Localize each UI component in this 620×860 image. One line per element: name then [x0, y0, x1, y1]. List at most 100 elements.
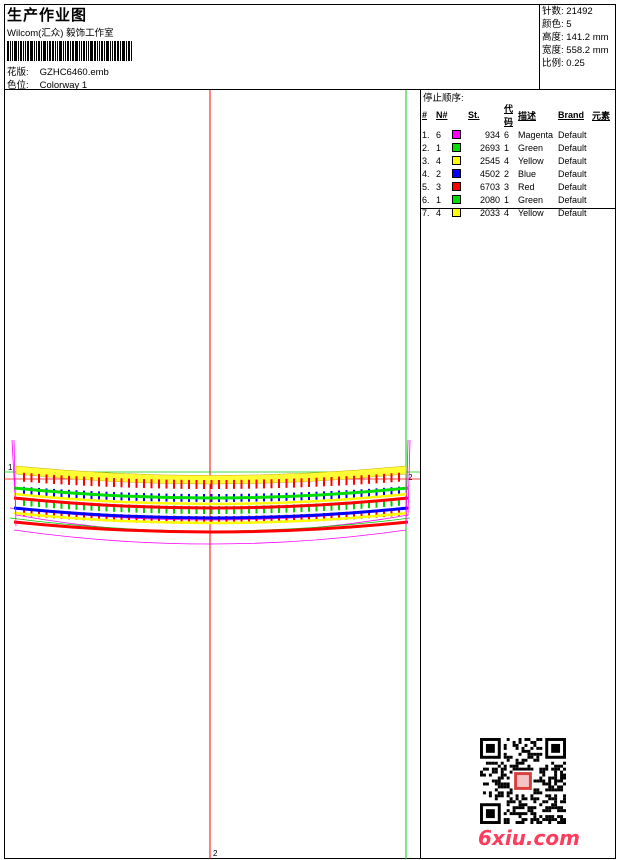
qr-module	[503, 812, 507, 816]
row-code: 1	[504, 142, 510, 153]
qr-module	[530, 818, 534, 822]
qr-module	[545, 764, 549, 768]
qr-module	[500, 794, 504, 798]
qr-module	[539, 746, 543, 750]
stop-sequence-panel: 停止顺序: # N# St. 代码 描述 Brand 元素 1. 6 934 6 Mag…	[420, 90, 616, 218]
qr-module	[548, 818, 552, 822]
row-element	[592, 180, 616, 193]
qr-module	[506, 794, 510, 798]
magenta-outline-bottom	[13, 529, 407, 545]
qr-module	[539, 791, 543, 795]
qr-module	[551, 788, 555, 792]
qr-module	[503, 752, 507, 756]
qr-module	[491, 761, 495, 765]
qr-module	[533, 815, 537, 819]
qr-module	[530, 794, 534, 798]
qr-module	[560, 806, 564, 810]
qr-module	[515, 806, 519, 810]
qr-module	[524, 758, 528, 762]
qr-module	[560, 809, 564, 813]
qr-module	[554, 773, 558, 777]
qr-module	[506, 785, 510, 789]
qr-module	[557, 806, 561, 810]
row-brand: Default	[558, 155, 587, 166]
qr-module	[512, 800, 516, 804]
row-needle: 6	[436, 129, 442, 140]
row-brand: Default	[558, 142, 587, 153]
qr-module	[506, 791, 510, 795]
left-marker-label: 1	[8, 463, 13, 472]
qr-module	[512, 812, 516, 816]
qr-module	[500, 767, 504, 771]
qr-module	[494, 761, 498, 765]
row-swatch	[452, 193, 468, 206]
qr-module	[536, 752, 540, 756]
qr-module	[518, 752, 522, 756]
qr-module	[527, 806, 531, 810]
qr-module	[563, 809, 566, 813]
row-needle: 3	[436, 181, 442, 192]
colorway-label: 色位:	[7, 80, 29, 91]
center-marker-label: 2	[213, 849, 218, 858]
qr-module	[494, 794, 498, 798]
qr-module	[563, 773, 566, 777]
color-swatch	[452, 155, 461, 165]
row-swatch	[452, 167, 468, 180]
qr-module	[557, 785, 561, 789]
qr-module	[542, 782, 546, 786]
qr-module	[551, 803, 555, 807]
qr-module	[548, 809, 552, 813]
qr-logo-inner	[517, 775, 529, 787]
qr-module	[533, 788, 537, 792]
qr-module	[503, 785, 507, 789]
qr-module	[485, 761, 489, 765]
qr-module	[548, 815, 552, 819]
qr-module	[530, 752, 534, 756]
row-brand: Default	[558, 181, 587, 192]
qr-module	[518, 800, 522, 804]
qr-module	[503, 764, 507, 768]
qr-module	[515, 761, 519, 765]
qr-module	[515, 797, 519, 801]
qr-module	[521, 821, 525, 824]
row-element	[592, 154, 616, 167]
stop-sequence-table: # N# St. 代码 描述 Brand 元素 1. 6 934 6 Magenta De…	[422, 102, 616, 219]
qr-module	[494, 779, 498, 783]
qr-module	[551, 815, 555, 819]
row-needle: 4	[436, 155, 442, 166]
qr-module	[536, 788, 540, 792]
qr-module	[554, 797, 558, 801]
qr-module	[509, 755, 513, 759]
row-description: Magenta	[518, 129, 554, 140]
qr-module	[515, 794, 519, 798]
qr-module	[503, 773, 507, 777]
qr-module	[560, 770, 564, 774]
table-row: 5. 3 6703 3 Red Default	[422, 180, 616, 193]
qr-module	[539, 803, 543, 807]
qr-module	[536, 755, 540, 759]
qr-module	[545, 806, 549, 810]
qr-module	[524, 749, 528, 753]
qr-module	[518, 815, 522, 819]
qr-finder-core	[485, 809, 495, 819]
qr-module	[557, 821, 561, 824]
row-swatch	[452, 180, 468, 193]
row-code: 4	[504, 155, 510, 166]
table-row: 2. 1 2693 1 Green Default	[422, 141, 616, 154]
qr-module	[524, 797, 528, 801]
qr-module	[500, 785, 504, 789]
qr-module	[515, 758, 519, 762]
qr-module	[536, 746, 540, 750]
qr-module	[506, 803, 510, 807]
barcode	[7, 41, 155, 61]
qr-module	[488, 791, 492, 795]
qr-module	[539, 776, 543, 780]
studio-name: Wilcom(汇众) 毅饰工作室	[7, 28, 114, 39]
qr-module	[533, 800, 537, 804]
qr-module	[560, 785, 564, 789]
row-code: 3	[504, 181, 510, 192]
qr-module	[554, 800, 558, 804]
qr-module	[539, 815, 543, 819]
design-stats: 针数: 21492 颜色: 5 高度: 141.2 mm 宽度: 558.2 m…	[540, 4, 616, 90]
qr-module	[527, 764, 531, 768]
